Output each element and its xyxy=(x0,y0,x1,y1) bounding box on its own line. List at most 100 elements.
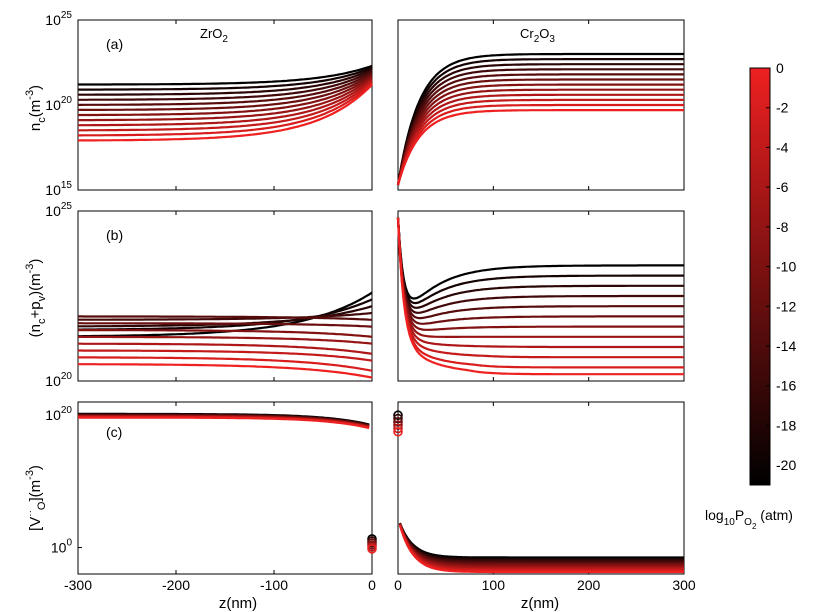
material-right: Cr2O3 xyxy=(520,26,555,45)
panel-label-b: (b) xyxy=(106,227,123,243)
series-line xyxy=(78,335,373,345)
series-line xyxy=(396,63,684,186)
series-line xyxy=(78,76,373,122)
series-line xyxy=(396,217,684,305)
colorbar-tick-label: -18 xyxy=(776,417,796,433)
x-tick-label: 0 xyxy=(368,577,376,593)
y-tick-label: 100 xyxy=(51,538,73,556)
colorbar-tick-label: -16 xyxy=(776,378,796,394)
colorbar-tick-label: -2 xyxy=(776,100,789,116)
series-line xyxy=(78,75,373,117)
series-line xyxy=(396,217,684,369)
series-line xyxy=(77,83,373,142)
series-line xyxy=(78,70,373,101)
ylabel-b: (nc+pv)(m-3) xyxy=(24,259,48,338)
series-line xyxy=(78,68,373,96)
series-line xyxy=(78,349,373,362)
series-line xyxy=(398,523,684,562)
x-tick-label: -300 xyxy=(64,577,92,593)
panel-frame-(b)-L xyxy=(77,210,373,382)
series-line xyxy=(396,217,684,320)
colorbar xyxy=(749,67,771,486)
series-line xyxy=(78,315,373,321)
y-tick-label: 1020 xyxy=(45,371,72,389)
material-left: ZrO2 xyxy=(200,26,228,45)
x-tick-label: 300 xyxy=(672,577,696,593)
series-line xyxy=(396,217,684,314)
interface-marker xyxy=(393,423,403,434)
series-line xyxy=(396,217,684,338)
colorbar-tick-label: -4 xyxy=(776,139,789,155)
series-line xyxy=(398,522,684,559)
series-line xyxy=(78,82,373,137)
series-line xyxy=(396,98,684,186)
series-line xyxy=(78,329,373,338)
xlabel-right: z(nm) xyxy=(521,595,559,612)
colorbar-tick-label: -10 xyxy=(776,259,796,275)
series-line xyxy=(396,217,684,325)
panel-label-a: (a) xyxy=(106,36,123,52)
series-line xyxy=(396,217,684,349)
series-line xyxy=(396,73,684,186)
series-line xyxy=(398,523,684,563)
series-line xyxy=(398,524,684,574)
series-line xyxy=(78,66,373,91)
interface-marker xyxy=(393,410,403,421)
series-line xyxy=(398,524,684,572)
series-line xyxy=(396,78,684,186)
series-line xyxy=(396,217,684,359)
x-tick-label: 0 xyxy=(394,577,402,593)
series-line xyxy=(78,71,373,106)
series-line xyxy=(396,83,684,186)
x-tick-label: 100 xyxy=(482,577,506,593)
y-tick-label: 1020 xyxy=(45,405,72,423)
colorbar-tick-label: -6 xyxy=(776,179,789,195)
x-tick-label: -200 xyxy=(162,577,190,593)
x-tick-label: -100 xyxy=(260,577,288,593)
x-tick-label: 200 xyxy=(577,577,601,593)
panel-frame-(c)-R xyxy=(397,401,685,575)
colorbar-tick-label: -12 xyxy=(776,298,796,314)
series-line xyxy=(78,78,373,127)
series-line xyxy=(396,217,684,300)
y-tick-label: 1025 xyxy=(45,10,72,28)
interface-marker xyxy=(393,413,403,424)
series-line xyxy=(78,311,373,321)
colorbar-tick-label: -20 xyxy=(776,457,796,473)
series-line xyxy=(398,524,684,571)
series-line xyxy=(78,322,373,328)
series-line xyxy=(396,58,684,186)
colorbar-tick-label: -14 xyxy=(776,338,796,354)
series-line xyxy=(398,522,684,560)
interface-marker xyxy=(367,544,377,554)
series-line xyxy=(396,93,684,186)
series-line xyxy=(396,52,684,186)
series-line xyxy=(396,88,684,186)
interface-marker xyxy=(393,426,403,437)
series-line xyxy=(78,80,373,132)
series-line xyxy=(398,524,684,570)
y-tick-label: 1020 xyxy=(45,95,72,113)
series-line xyxy=(398,523,684,564)
series-line xyxy=(398,523,684,568)
series-line xyxy=(396,68,684,186)
series-line xyxy=(396,103,684,186)
interface-marker xyxy=(393,420,403,430)
panel-frame-(c)-L xyxy=(77,401,373,575)
series-line xyxy=(78,342,373,355)
series-line xyxy=(396,217,684,309)
colorbar-tick-label: 0 xyxy=(776,60,784,76)
series-line xyxy=(396,217,684,331)
ylabel-c: [V··O](m-3) xyxy=(24,465,48,531)
colorbar-label: log10PO2 (atm) xyxy=(705,507,793,531)
series-line xyxy=(78,73,373,111)
y-tick-label: 1025 xyxy=(45,201,72,219)
series-line xyxy=(398,523,684,567)
ylabel-a: nc(m-3) xyxy=(24,85,48,131)
panel-label-c: (c) xyxy=(106,424,122,440)
series-line xyxy=(78,416,370,430)
series-line xyxy=(78,64,373,86)
series-line xyxy=(398,523,684,566)
interface-marker xyxy=(393,417,403,427)
